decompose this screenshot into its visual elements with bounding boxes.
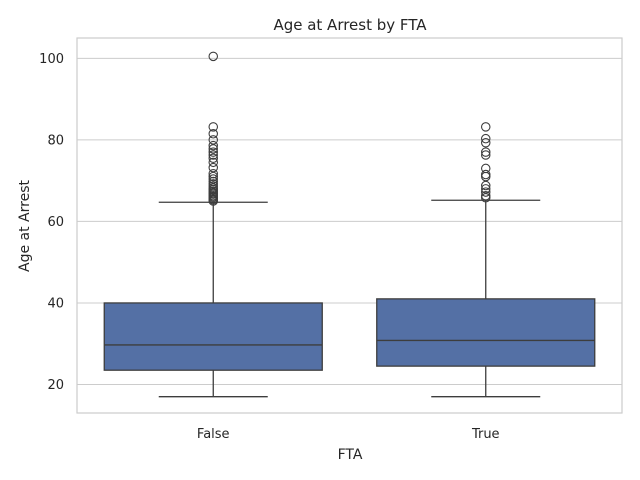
x-axis-label: FTA [338, 447, 363, 463]
outlier-point [480, 133, 491, 144]
outlier-point [208, 135, 219, 145]
outlier-point [208, 144, 219, 154]
outlier-point [208, 153, 219, 163]
box-group-false [103, 51, 323, 398]
x-tick-label: True [471, 427, 500, 442]
y-tick-label: 20 [47, 378, 64, 393]
outlier-point [208, 171, 219, 182]
outlier-point [208, 51, 219, 62]
outlier-point [480, 138, 491, 148]
iqr-box [376, 298, 596, 367]
iqr-box [103, 302, 323, 371]
y-tick-label: 60 [47, 215, 64, 230]
outlier-point [480, 187, 491, 197]
outlier-point [480, 150, 491, 160]
outlier-point [208, 122, 219, 132]
outlier-point [208, 140, 219, 151]
outlier-point [480, 169, 491, 180]
outlier-point [208, 162, 219, 173]
box-layer [103, 51, 596, 398]
x-tick-label: False [197, 427, 230, 442]
outlier-point [480, 171, 491, 182]
outlier-point [208, 147, 219, 157]
outlier-point [208, 150, 219, 160]
y-tick-label: 40 [47, 296, 64, 311]
outlier-point [480, 122, 491, 132]
plot-frame [76, 37, 623, 414]
outlier-point [208, 174, 219, 184]
chart-title: Age at Arrest by FTA [273, 16, 427, 34]
outlier-point [208, 129, 219, 139]
outlier-point [480, 184, 491, 194]
y-tick-label: 80 [47, 133, 64, 148]
outlier-point [480, 163, 491, 174]
outlier-point [480, 180, 491, 191]
outlier-point [480, 190, 491, 201]
outlier-point [208, 157, 219, 168]
y-tick-label: 100 [39, 52, 64, 67]
y-axis-label: Age at Arrest [17, 180, 33, 272]
outlier-point [480, 147, 491, 157]
outlier-point [208, 179, 219, 189]
outlier-point [208, 168, 219, 179]
box-group-true [376, 122, 596, 398]
outlier-point [208, 176, 219, 187]
tick-layer: 20 40 60 80 100 False True [39, 52, 499, 442]
